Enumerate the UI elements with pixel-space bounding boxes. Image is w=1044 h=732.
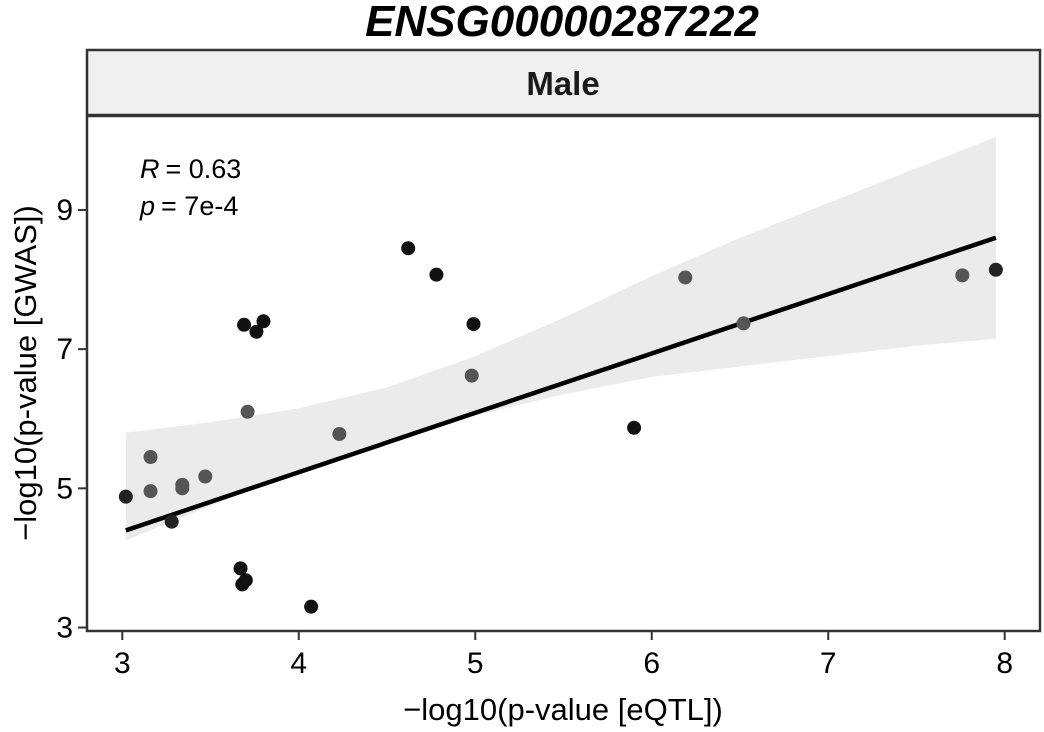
- data-point: [332, 427, 347, 442]
- data-point: [198, 469, 213, 484]
- x-tick-label: 5: [467, 647, 484, 680]
- y-axis: 3 5 7 9: [56, 194, 87, 645]
- r-symbol: R: [140, 154, 160, 184]
- x-tick-label: 3: [114, 647, 131, 680]
- y-tick-label: 5: [56, 472, 73, 505]
- x-axis-label: −log10(p-value [eQTL]): [403, 692, 723, 727]
- data-point: [143, 484, 158, 499]
- data-point: [955, 268, 970, 283]
- y-tick-label: 3: [56, 612, 73, 645]
- data-point: [118, 489, 133, 504]
- regression-line: [125, 235, 997, 533]
- data-point: [401, 241, 416, 256]
- data-point: [736, 316, 751, 331]
- data-point: [233, 561, 248, 576]
- p-value: = 7e-4: [161, 191, 238, 221]
- panel-border: [85, 114, 1042, 633]
- plot-area: [118, 136, 1003, 614]
- p-symbol: p: [139, 191, 155, 221]
- data-point: [240, 404, 255, 419]
- x-tick-label: 4: [290, 647, 307, 680]
- data-point: [304, 599, 319, 614]
- facet-strip: [85, 48, 1042, 117]
- x-tick-label: 7: [820, 647, 837, 680]
- data-point: [175, 481, 190, 496]
- data-point: [238, 573, 253, 588]
- data-point: [237, 317, 252, 332]
- y-tick-label: 9: [56, 194, 73, 227]
- x-tick-label: 6: [643, 647, 660, 680]
- y-tick-label: 7: [56, 333, 73, 366]
- data-point: [466, 317, 481, 332]
- y-axis-label: −log10(p-value [GWAS]): [8, 205, 43, 541]
- correlation-annotation: R = 0.63: [140, 154, 241, 184]
- data-point: [678, 270, 693, 285]
- data-point: [256, 314, 271, 329]
- pvalue-annotation: p = 7e-4: [139, 191, 238, 221]
- chart-title: ENSG00000287222: [365, 0, 759, 46]
- data-point: [164, 514, 179, 529]
- data-point: [464, 368, 479, 383]
- facet-label: Male: [526, 65, 599, 102]
- r-value: = 0.63: [166, 154, 242, 184]
- data-point: [143, 450, 158, 465]
- data-point: [429, 267, 444, 282]
- x-tick-label: 8: [996, 647, 1013, 680]
- data-point: [627, 420, 642, 435]
- data-point: [988, 262, 1003, 277]
- data-point: [249, 324, 264, 339]
- x-axis: 3 4 5 6 7 8: [114, 631, 1013, 680]
